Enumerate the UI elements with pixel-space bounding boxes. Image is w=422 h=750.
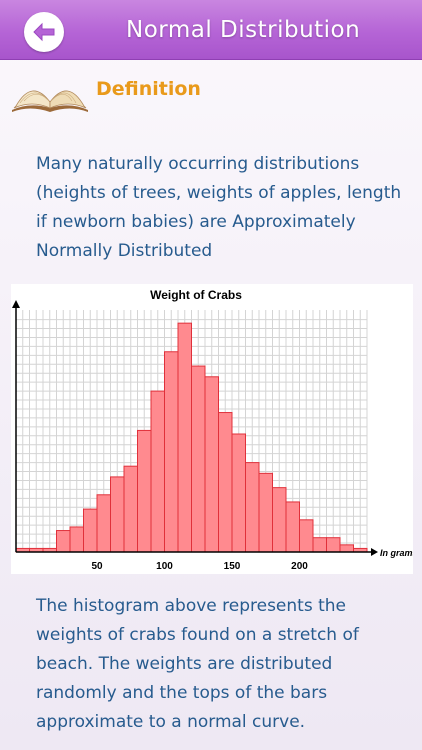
x-axis-label: In grams [380, 548, 413, 558]
x-tick-label: 200 [291, 561, 308, 572]
histogram-bar [204, 376, 219, 553]
chart-title: Weight of Crabs [150, 288, 242, 302]
histogram-bar [69, 526, 84, 553]
histogram-bar [339, 544, 354, 553]
x-axis-arrow [371, 548, 378, 556]
histogram-bar [312, 537, 327, 553]
x-tick-label: 50 [91, 561, 103, 572]
histogram-bar [285, 501, 300, 553]
y-axis-arrow [12, 300, 20, 308]
histogram-bar [164, 351, 179, 553]
histogram-bar [258, 472, 273, 553]
histogram-bar [83, 508, 98, 553]
histogram-bar [218, 412, 233, 553]
x-tick-label: 150 [224, 561, 241, 572]
open-book-icon [12, 90, 88, 112]
histogram-bar [272, 487, 287, 553]
histogram-bar [96, 494, 111, 553]
histogram-bar [191, 365, 206, 553]
histogram-bar [299, 519, 314, 553]
histogram-bar [137, 429, 152, 553]
header-bar: Normal Distribution [0, 0, 422, 60]
histogram-bar [245, 462, 260, 553]
back-arrow-icon [33, 22, 55, 42]
definition-section-header: Definition [10, 70, 410, 114]
histogram-bar [177, 322, 192, 553]
histogram-bar [150, 390, 165, 553]
x-tick-label: 100 [156, 561, 173, 572]
histogram-bar [110, 476, 125, 553]
histogram-bar [231, 433, 246, 553]
histogram-svg: 50 100 150 200 In grams Weight of Crabs [12, 288, 418, 572]
histogram-bar [123, 465, 138, 553]
back-button[interactable] [24, 12, 64, 52]
histogram-chart: 50 100 150 200 In grams Weight of Crabs [11, 284, 418, 574]
histogram-bar [326, 537, 341, 553]
definition-label: Definition [96, 78, 201, 100]
intro-paragraph: Many naturally occurring distributions (… [36, 154, 402, 261]
page-title: Normal Distribution [126, 17, 361, 43]
outro-paragraph: The histogram above represents the weigh… [36, 596, 359, 732]
histogram-bar [56, 530, 71, 553]
